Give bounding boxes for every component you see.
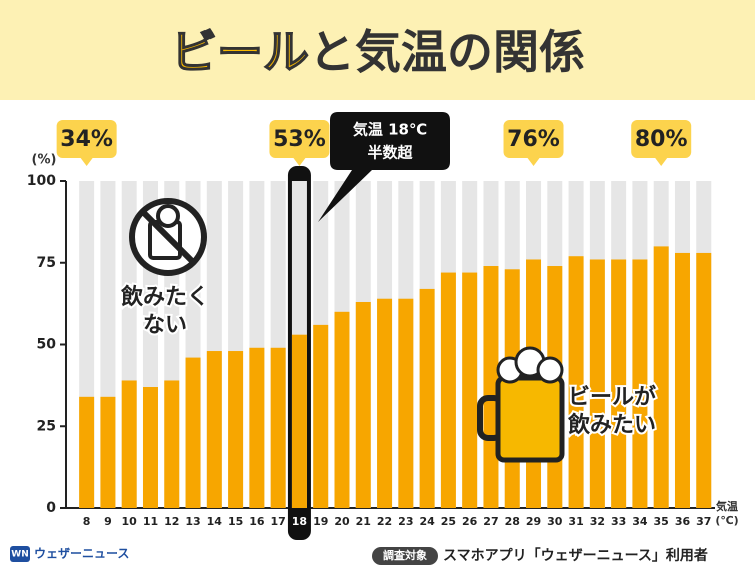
x-axis-label: (℃) — [715, 514, 738, 527]
x-tick-label: 24 — [419, 515, 435, 528]
x-tick-label: 8 — [83, 515, 91, 528]
bar — [122, 380, 137, 508]
x-tick-label: 16 — [249, 515, 265, 528]
value-label: 53% — [273, 127, 326, 152]
bar — [164, 380, 179, 508]
x-tick-label: 29 — [526, 515, 541, 528]
x-tick-label: 25 — [441, 515, 456, 528]
x-tick-label: 36 — [675, 515, 691, 528]
y-tick-label: 100 — [27, 173, 56, 189]
x-tick-label: 22 — [377, 515, 392, 528]
no-beer-icon — [132, 201, 204, 273]
series-label: 飲みたく — [120, 284, 209, 310]
bar — [377, 299, 392, 508]
value-label: 76% — [507, 127, 560, 152]
x-axis-label: 気温 — [716, 499, 738, 513]
value-label-pointer — [528, 158, 540, 166]
annotation-text: 半数超 — [367, 144, 413, 162]
y-tick-label: 75 — [37, 255, 56, 271]
bar — [462, 273, 477, 508]
bar — [292, 335, 307, 508]
x-tick-label: 14 — [207, 515, 223, 528]
bar — [675, 253, 690, 508]
title-highlight: ビール — [171, 25, 309, 79]
series-label: 飲みたい — [567, 412, 656, 438]
value-label-pointer — [293, 158, 305, 166]
value-label: 34% — [60, 127, 113, 152]
bar — [356, 302, 371, 508]
x-tick-label: 11 — [143, 515, 158, 528]
bar — [313, 325, 328, 508]
bar — [569, 256, 584, 508]
logo-text: ウェザーニュース — [34, 547, 129, 561]
bar — [207, 351, 222, 508]
bar — [186, 358, 201, 508]
title-rest: と気温の関係 — [309, 25, 585, 79]
y-tick-label: 0 — [46, 500, 56, 516]
bar — [590, 259, 605, 508]
x-tick-label: 10 — [122, 515, 138, 528]
badge-text: 調査対象 — [383, 548, 427, 562]
bar — [441, 273, 456, 508]
bar — [79, 397, 94, 508]
bar — [143, 387, 158, 508]
bar — [696, 253, 711, 508]
x-tick-label: 30 — [547, 515, 563, 528]
bar — [654, 246, 669, 508]
bar — [632, 259, 647, 508]
series-label: ビールが — [568, 384, 656, 410]
value-label: 80% — [635, 127, 688, 152]
x-tick-label: 23 — [398, 515, 413, 528]
y-tick-label: 25 — [37, 418, 56, 434]
chart-title: ビールと気温の関係 — [171, 25, 585, 79]
x-tick-label: 35 — [654, 515, 669, 528]
x-tick-label: 33 — [611, 515, 626, 528]
logo-mark: WN — [11, 550, 28, 560]
x-tick-label: 20 — [334, 515, 350, 528]
series-label: ない — [143, 313, 187, 338]
chart: ビールと気温の関係 (%) 気温 (℃) 0 25 50 75 100 8 34% 9 10 11… — [0, 0, 755, 569]
x-tick-label: 12 — [164, 515, 179, 528]
bar — [420, 289, 435, 508]
x-tick-label: 34 — [632, 515, 648, 528]
value-label-pointer — [655, 158, 667, 166]
x-tick-label: 27 — [483, 515, 498, 528]
x-tick-label: 17 — [271, 515, 286, 528]
x-tick-label: 9 — [104, 515, 112, 528]
x-tick-label: 15 — [228, 515, 243, 528]
x-tick-label: 21 — [356, 515, 371, 528]
footer: WN ウェザーニュース 調査対象 スマホアプリ「ウェザーニュース」利用者 — [10, 546, 708, 565]
x-tick-label: 28 — [505, 515, 520, 528]
bar — [398, 299, 413, 508]
bar — [335, 312, 350, 508]
x-tick-label: 37 — [696, 515, 711, 528]
x-tick-label: 26 — [462, 515, 478, 528]
x-tick-label: 31 — [568, 515, 583, 528]
annotation-text: 気温 18℃ — [353, 121, 427, 139]
bar — [249, 348, 264, 508]
x-tick-label: 13 — [185, 515, 200, 528]
y-tick-label: 50 — [37, 337, 57, 353]
bar — [271, 348, 286, 508]
bar — [611, 259, 626, 508]
bar — [100, 397, 115, 508]
source-text: スマホアプリ「ウェザーニュース」利用者 — [443, 547, 708, 564]
value-label-pointer — [81, 158, 93, 166]
x-tick-label: 18 — [292, 515, 307, 528]
x-tick-label: 19 — [313, 515, 328, 528]
y-axis-label: (%) — [32, 153, 57, 168]
bar — [228, 351, 243, 508]
x-tick-label: 32 — [590, 515, 605, 528]
